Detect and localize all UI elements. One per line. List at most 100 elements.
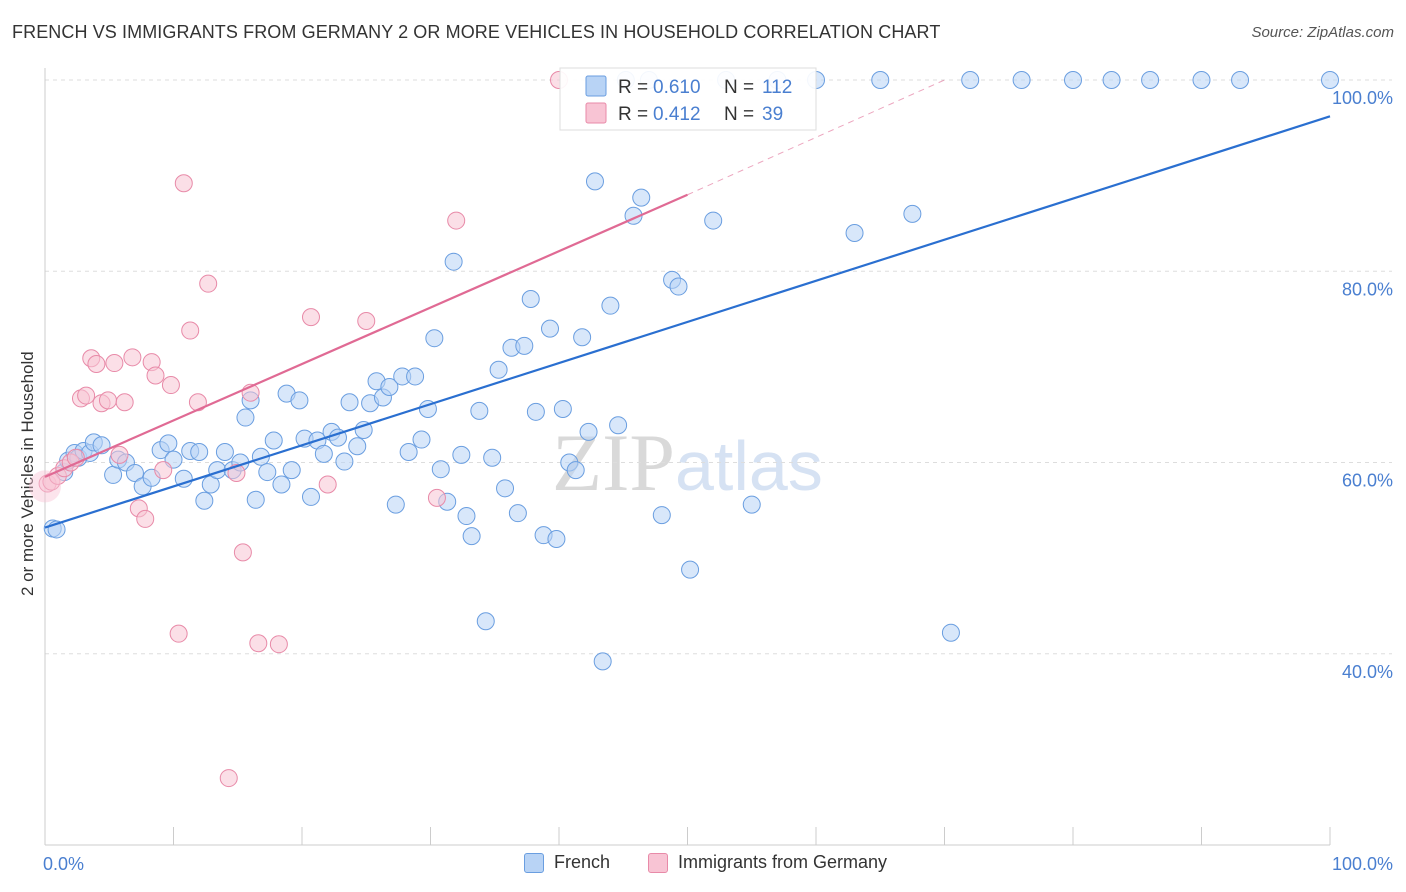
germany-trend-extension: [687, 79, 945, 196]
french-point: [573, 328, 592, 347]
french-point: [174, 469, 193, 488]
legend-label-french: French: [554, 852, 611, 872]
germany-point: [447, 211, 466, 230]
legend-item-immigrants-from-germany[interactable]: Immigrants from Germany: [648, 852, 887, 873]
french-point: [258, 463, 277, 482]
french-point: [526, 402, 545, 421]
germany-point: [105, 354, 124, 373]
french-point: [386, 495, 405, 514]
stats-n-label-german: N =: [724, 104, 754, 125]
french-point: [264, 431, 283, 450]
stats-swatch-french: [585, 75, 607, 97]
germany-point: [123, 348, 142, 367]
stats-n-value-french: 112: [762, 77, 792, 98]
french-point: [521, 289, 540, 308]
french-point: [483, 448, 502, 467]
french-point: [380, 377, 399, 396]
x-tick-label: 0.0%: [43, 854, 84, 874]
french-point: [1231, 71, 1250, 89]
germany-points: [38, 71, 568, 788]
germany-point: [136, 509, 155, 528]
french-point: [609, 416, 628, 435]
stats-n-value-german: 39: [762, 104, 783, 125]
germany-point: [199, 274, 218, 293]
french-point: [601, 296, 620, 315]
stats-r-label-german: R =: [618, 104, 648, 125]
french-point: [1141, 71, 1160, 89]
french-point: [104, 465, 123, 484]
stats-n-label-french: N =: [724, 77, 754, 98]
germany-point: [169, 624, 188, 643]
chart-title: FRENCH VS IMMIGRANTS FROM GERMANY 2 OR M…: [12, 22, 941, 42]
french-point: [632, 188, 651, 207]
french-point: [215, 442, 234, 461]
french-point: [704, 211, 723, 230]
french-point: [314, 444, 333, 463]
germany-point: [181, 321, 200, 340]
y-tick-label: 60.0%: [1342, 471, 1393, 491]
germany-point: [233, 543, 252, 562]
french-point: [340, 393, 359, 412]
french-point: [457, 507, 476, 526]
y-tick-label: 40.0%: [1342, 662, 1393, 682]
french-point: [508, 504, 527, 523]
french-point: [496, 479, 515, 498]
germany-point: [219, 769, 238, 788]
french-point: [399, 442, 418, 461]
french-point: [470, 401, 489, 420]
french-point: [236, 408, 255, 427]
french-point: [515, 336, 534, 355]
french-point: [431, 460, 450, 479]
french-point: [871, 71, 890, 89]
germany-point: [110, 445, 129, 464]
french-point: [541, 319, 560, 338]
french-point: [1012, 71, 1031, 89]
germany-point: [146, 366, 165, 385]
source-label: Source: ZipAtlas.com: [1251, 24, 1394, 41]
french-point: [195, 491, 214, 510]
y-tick-label: 80.0%: [1342, 279, 1393, 299]
legend-swatch-germany: [648, 852, 668, 873]
french-point: [272, 475, 291, 494]
french-point: [282, 461, 301, 480]
stats-swatch-german: [585, 102, 607, 124]
french-point: [903, 204, 922, 223]
germany-point: [174, 174, 193, 193]
french-point: [845, 224, 864, 242]
french-point: [159, 434, 178, 453]
stats-legend: R = 0.610 N = 112 R = 0.412 N = 39: [559, 67, 817, 131]
french-point: [681, 560, 700, 579]
french-point: [354, 420, 373, 439]
french-point: [961, 71, 980, 89]
y-tick-label: 100.0%: [1332, 88, 1393, 108]
french-point: [462, 527, 481, 546]
germany-point: [115, 393, 134, 412]
french-point: [476, 612, 495, 631]
french-points: [43, 71, 1339, 671]
french-trend-line: [44, 115, 1331, 529]
french-point: [1064, 71, 1082, 89]
stats-r-value-french: 0.610: [653, 77, 701, 98]
germany-point: [87, 355, 106, 374]
germany-point: [249, 634, 268, 653]
french-point: [1192, 71, 1211, 89]
french-point: [585, 172, 604, 191]
germany-point: [427, 488, 446, 507]
french-point: [489, 360, 508, 379]
germany-trend-line: [44, 193, 688, 478]
french-point: [669, 277, 688, 296]
x-tick-label: 100.0%: [1332, 854, 1393, 874]
french-point: [290, 391, 309, 410]
french-point: [553, 399, 572, 418]
french-point: [335, 452, 354, 471]
french-point: [406, 367, 425, 386]
germany-point: [98, 391, 117, 410]
legend-item-french[interactable]: French: [524, 852, 610, 873]
legend-label-germany: Immigrants from Germany: [678, 852, 888, 872]
germany-point: [318, 475, 337, 494]
germany-point: [269, 635, 288, 654]
french-point: [941, 623, 960, 642]
french-point: [547, 530, 566, 548]
french-point: [301, 487, 320, 506]
